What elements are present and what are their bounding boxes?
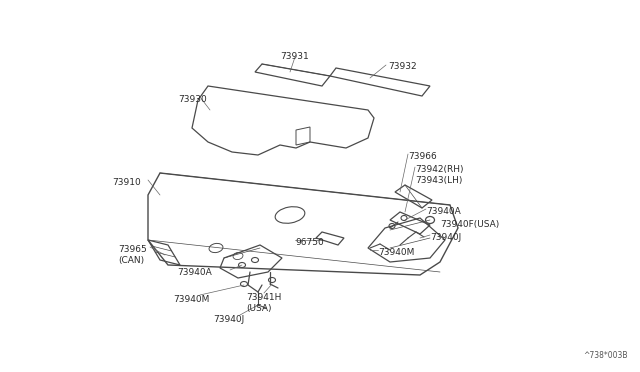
Text: 73941H: 73941H xyxy=(246,293,282,302)
Text: 73940A: 73940A xyxy=(177,268,212,277)
Text: 73942(RH): 73942(RH) xyxy=(415,165,463,174)
Text: 73966: 73966 xyxy=(408,152,436,161)
Text: 73940A: 73940A xyxy=(426,207,461,216)
Text: (USA): (USA) xyxy=(246,304,271,313)
Text: 73940M: 73940M xyxy=(173,295,209,304)
Text: 96750: 96750 xyxy=(295,238,324,247)
Text: ^738*003B: ^738*003B xyxy=(584,351,628,360)
Text: 73940M: 73940M xyxy=(378,248,414,257)
Text: (CAN): (CAN) xyxy=(118,256,144,265)
Text: 73940J: 73940J xyxy=(213,315,244,324)
Text: 73965: 73965 xyxy=(118,245,147,254)
Text: 73943(LH): 73943(LH) xyxy=(415,176,462,185)
Text: 73932: 73932 xyxy=(388,62,417,71)
Text: 73940J: 73940J xyxy=(430,233,461,242)
Text: 73931: 73931 xyxy=(280,52,309,61)
Text: 73930: 73930 xyxy=(178,95,207,104)
Text: 73910: 73910 xyxy=(112,178,141,187)
Text: 73940F(USA): 73940F(USA) xyxy=(440,220,499,229)
